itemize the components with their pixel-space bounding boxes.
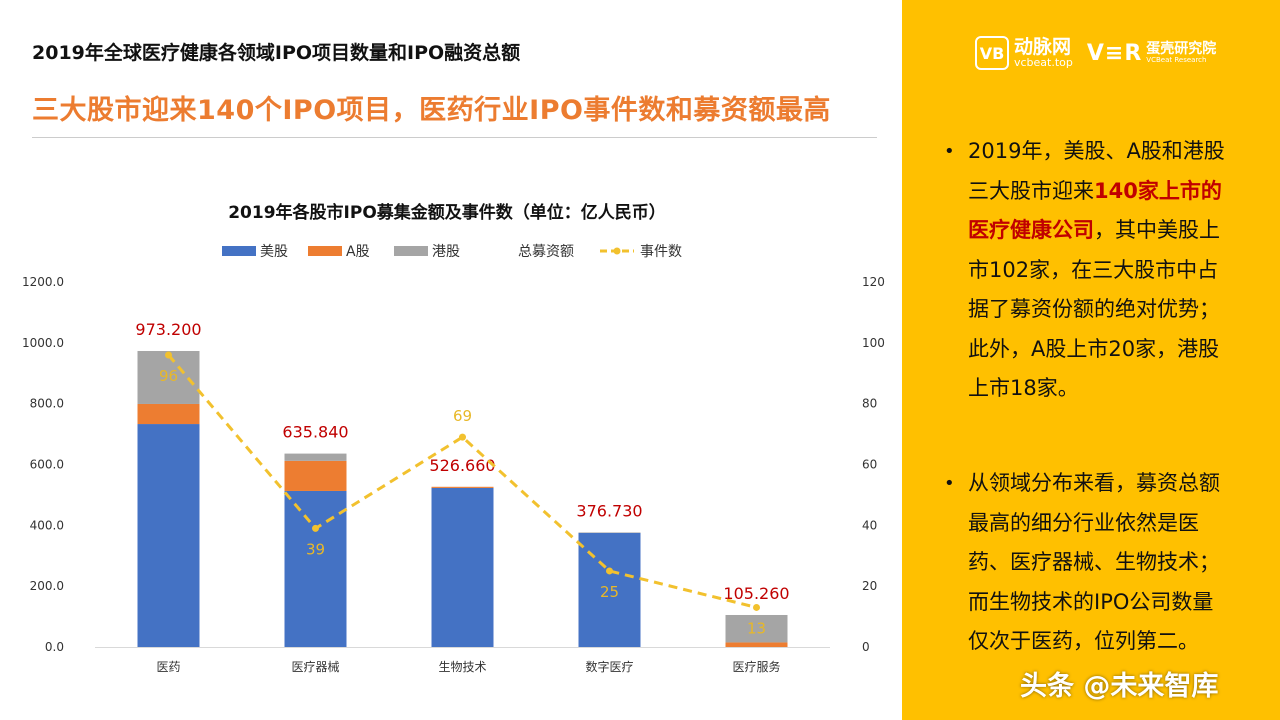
legend-line-marker [613, 247, 621, 255]
y2-tick-label: 100 [862, 336, 885, 350]
event-point [165, 351, 172, 359]
legend-label: 港股 [432, 244, 460, 260]
event-point [459, 433, 466, 441]
event-label: 25 [600, 583, 619, 601]
p2-text: 从领域分布来看，募资总额最高的细分行业依然是医药、医疗器械、生物技术；而生物技术… [968, 471, 1220, 653]
bullet-paragraph-1: • 2019年，美股、A股和港股三大股市迎来140家上市的医疗健康公司，其中美股上… [944, 132, 1230, 409]
y-tick-label: 1200.0 [22, 275, 64, 289]
bar-A股 [725, 642, 788, 647]
total-label: 526.660 [429, 456, 495, 475]
divider [32, 137, 877, 138]
event-label: 13 [747, 619, 766, 637]
bar-A股 [137, 403, 200, 425]
bullet-dot: • [944, 473, 955, 494]
bar-港股 [725, 614, 788, 643]
page-subtitle: 三大股市迎来140个IPO项目，医药行业IPO事件数和募资额最高 [32, 95, 831, 126]
vcbeat-logo-name: 动脉网 [1014, 35, 1072, 58]
vcbeat-logo-mark: VB [975, 36, 1009, 70]
ipo-chart: 2019年各股市IPO募集金额及事件数（单位：亿人民币） 美股 A股 港股 总募资额 事… [22, 202, 885, 674]
events-line [167, 354, 757, 609]
logo: VB 动脉网 vcbeat.top V≡R 蛋壳研究院 VCBeat Resea… [975, 36, 1216, 70]
bar-港股 [578, 532, 641, 533]
total-label: 635.840 [282, 423, 348, 442]
vbr-logo-mark: V≡R [1086, 40, 1143, 66]
vcbeat-logo-url: vcbeat.top [1014, 55, 1073, 69]
bar-港股 [284, 453, 347, 461]
watermark: 头条 @未来智库 [1020, 671, 1219, 702]
y-tick-label: 800.0 [30, 397, 64, 411]
event-point [606, 567, 613, 575]
legend-swatch [394, 246, 428, 256]
total-label: 376.730 [576, 501, 642, 520]
vbr-logo-en: VCBeat Research [1146, 56, 1207, 64]
legend-swatch [308, 246, 342, 256]
x-tick-label: 数字医疗 [585, 659, 633, 674]
y2-tick-label: 40 [862, 518, 877, 532]
event-point [312, 524, 319, 532]
bullet-dot: • [944, 141, 955, 162]
bar-美股 [431, 487, 494, 647]
chart-title: 2019年各股市IPO募集金额及事件数（单位：亿人民币） [228, 202, 666, 223]
event-label: 39 [306, 540, 325, 558]
side-panel [902, 0, 1280, 720]
y2-tick-label: 20 [862, 579, 877, 593]
chart-legend: 美股 A股 港股 总募资额 事件数 [222, 244, 682, 260]
p1-text: 2019年，美股、A股和港股三大股市迎来 [968, 139, 1225, 203]
legend-label: 事件数 [640, 244, 682, 260]
bar-A股 [431, 486, 494, 488]
page-title: 2019年全球医疗健康各领域IPO项目数量和IPO融资总额 [32, 42, 521, 64]
y-tick-label: 400.0 [30, 518, 64, 532]
legend-swatch [222, 246, 256, 256]
legend-label-total: 总募资额 [518, 244, 574, 260]
bar-A股 [284, 460, 347, 491]
x-tick-label: 生物技术 [438, 660, 486, 674]
vbr-logo-name: 蛋壳研究院 [1146, 41, 1217, 57]
y2-tick-label: 80 [862, 397, 877, 411]
bar-美股 [284, 490, 347, 647]
y2-tick-label: 0 [862, 640, 870, 654]
p1-text-end: ，其中美股上市102家，在三大股市中占据了募资份额的绝对优势；此外，A股上市20… [968, 218, 1220, 400]
event-label: 69 [453, 407, 472, 425]
x-tick-label: 医疗服务 [732, 659, 780, 674]
total-label: 973.200 [135, 320, 201, 339]
total-label: 105.260 [723, 584, 789, 603]
y-tick-label: 600.0 [30, 458, 64, 472]
y-tick-label: 200.0 [30, 579, 64, 593]
y2-tick-label: 120 [862, 275, 885, 289]
event-label: 96 [159, 367, 178, 385]
y2-tick-label: 60 [862, 458, 877, 472]
bullet-paragraph-2: • 从领域分布来看，募资总额最高的细分行业依然是医药、医疗器械、生物技术；而生物技… [944, 464, 1230, 662]
y-tick-label: 1000.0 [22, 336, 64, 350]
bar-美股 [137, 424, 200, 647]
y-tick-label: 0.0 [45, 640, 64, 654]
legend-label: 美股 [260, 244, 288, 260]
vcbeat-logo: VB 动脉网 vcbeat.top [975, 36, 1073, 70]
event-point [753, 603, 760, 611]
x-tick-label: 医药 [156, 660, 180, 674]
p1-highlight: 140家上市的医疗健康公司 [968, 178, 1222, 243]
legend-label: A股 [346, 244, 370, 260]
x-tick-label: 医疗器械 [291, 659, 339, 674]
vbr-logo: V≡R 蛋壳研究院 VCBeat Research [1087, 41, 1216, 66]
